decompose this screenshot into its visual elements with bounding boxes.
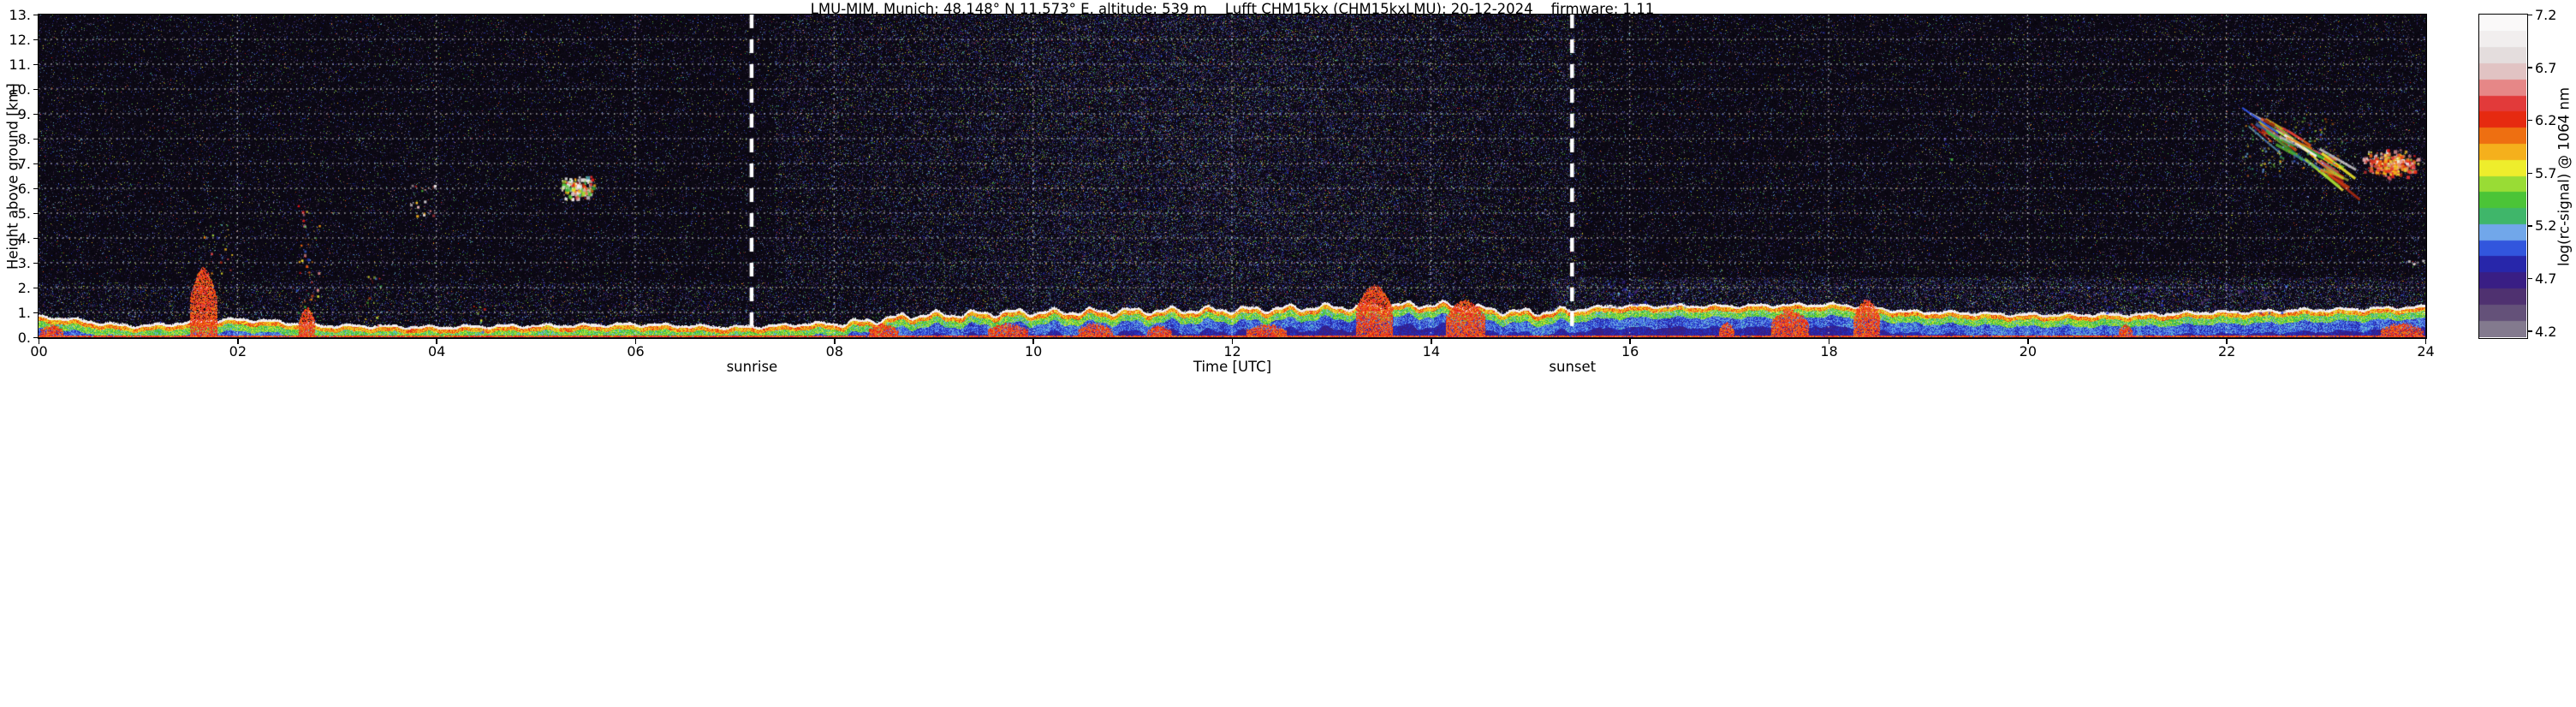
y-tick-label: 6. (17, 181, 31, 197)
colorbar-tick-mark (2526, 277, 2532, 280)
x-tick-mark (1231, 339, 1234, 344)
x-tick-label: 10 (1024, 343, 1043, 359)
y-tick-label: 2. (17, 280, 31, 296)
y-tick-label: 12. (9, 32, 31, 48)
colorbar-tick-mark (2526, 330, 2532, 332)
colorbar-tick-mark (2526, 172, 2532, 175)
x-tick-mark (834, 339, 836, 344)
y-tick-mark (33, 287, 39, 289)
y-tick-mark (33, 88, 39, 91)
x-tick-label: 12 (1223, 343, 1241, 359)
x-tick-label: 06 (627, 343, 645, 359)
annotation-label-sunset: sunset (1549, 359, 1597, 375)
x-tick-mark (237, 339, 239, 344)
y-tick-mark (33, 39, 39, 41)
y-tick-label: 4. (17, 230, 31, 247)
x-tick-mark (2226, 339, 2228, 344)
x-tick-mark (1828, 339, 1830, 344)
y-tick-mark (33, 63, 39, 66)
y-tick-label: 10. (9, 81, 31, 98)
y-tick-label: 9. (17, 106, 31, 122)
y-tick-label: 8. (17, 131, 31, 147)
x-tick-mark (2424, 339, 2427, 344)
y-tick-mark (33, 237, 39, 240)
colorbar-tick-label: 7.2 (2535, 7, 2557, 23)
x-tick-label: 08 (825, 343, 843, 359)
colorbar-tick-label: 4.2 (2535, 323, 2557, 340)
x-tick-label: 16 (1621, 343, 1639, 359)
y-tick-label: 13. (9, 7, 31, 23)
y-tick-mark (33, 113, 39, 116)
plot-area (38, 14, 2427, 339)
y-tick-mark (33, 312, 39, 314)
y-tick-label: 0. (17, 330, 31, 346)
x-tick-label: 02 (229, 343, 247, 359)
y-tick-label: 5. (17, 205, 31, 222)
x-tick-mark (1032, 339, 1034, 344)
x-tick-label: 24 (2417, 343, 2435, 359)
y-tick-label: 1. (17, 305, 31, 321)
colorbar-tick-mark (2526, 14, 2532, 16)
colorbar-tick-mark (2526, 119, 2532, 122)
colorbar-tick-label: 6.7 (2535, 59, 2557, 76)
x-tick-label: 00 (30, 343, 48, 359)
heatmap-canvas (39, 15, 2425, 337)
plot-title: LMU-MIM, Munich; 48.148° N 11.573° E, al… (810, 1, 1655, 17)
colorbar-tick-label: 6.2 (2535, 112, 2557, 129)
colorbar (2478, 14, 2528, 339)
y-tick-mark (33, 14, 39, 16)
colorbar-tick-label: 4.7 (2535, 270, 2557, 287)
x-tick-label: 20 (2019, 343, 2037, 359)
y-tick-label: 7. (17, 156, 31, 172)
x-tick-mark (1431, 339, 1432, 344)
x-tick-mark (634, 339, 637, 344)
x-tick-mark (2027, 339, 2029, 344)
y-tick-label: 11. (9, 56, 31, 73)
y-tick-mark (33, 138, 39, 140)
x-tick-label: 22 (2217, 343, 2236, 359)
x-tick-mark (436, 339, 437, 344)
colorbar-tick-label: 5.2 (2535, 217, 2557, 235)
y-tick-mark (33, 187, 39, 190)
x-axis-label: Time [UTC] (1193, 359, 1272, 375)
colorbar-tick-mark (2526, 225, 2532, 227)
x-tick-label: 04 (427, 343, 446, 359)
x-tick-mark (38, 339, 40, 344)
x-tick-label: 18 (1820, 343, 1838, 359)
y-tick-label: 3. (17, 255, 31, 271)
colorbar-tick-label: 5.7 (2535, 164, 2557, 181)
y-tick-mark (33, 262, 39, 264)
y-tick-mark (33, 336, 39, 339)
y-tick-mark (33, 212, 39, 215)
y-tick-mark (33, 163, 39, 165)
colorbar-tick-mark (2526, 67, 2532, 68)
annotation-label-sunrise: sunrise (726, 359, 778, 375)
x-tick-mark (1629, 339, 1631, 344)
x-tick-label: 14 (1422, 343, 1440, 359)
colorbar-canvas (2479, 15, 2526, 337)
